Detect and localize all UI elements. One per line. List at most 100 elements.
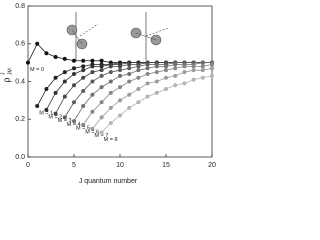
data-point — [72, 119, 76, 124]
data-point — [164, 75, 168, 80]
data-point — [118, 64, 122, 69]
data-point — [99, 73, 104, 78]
data-point — [108, 64, 113, 69]
data-point — [191, 77, 196, 82]
data-point — [53, 75, 58, 80]
series-label: M = 1 — [39, 110, 53, 116]
data-point — [81, 64, 86, 69]
data-point — [72, 83, 76, 88]
data-point — [127, 71, 132, 76]
data-point — [44, 107, 49, 112]
data-point — [154, 64, 159, 69]
data-point — [127, 79, 132, 84]
data-point — [154, 70, 159, 75]
data-point — [62, 94, 67, 99]
data-point — [62, 70, 67, 75]
data-point — [200, 60, 205, 65]
molecule-inset — [66, 12, 169, 60]
x-axis-label: J quantum number — [79, 178, 138, 185]
data-point — [164, 87, 168, 92]
series-label: M = 8 — [104, 137, 118, 143]
data-point — [127, 92, 132, 97]
data-point — [62, 115, 67, 120]
data-point — [108, 121, 113, 126]
series-label: M = 5 — [76, 126, 90, 132]
data-point — [191, 68, 196, 73]
data-point — [191, 64, 196, 69]
data-point — [53, 90, 58, 95]
y-tick-label: 0.2 — [15, 116, 25, 123]
data-point — [145, 66, 150, 71]
data-point — [108, 105, 113, 110]
data-point — [35, 41, 40, 46]
data-point — [173, 66, 178, 71]
series-label: M = 6 — [85, 129, 99, 135]
data-point — [81, 75, 86, 80]
data-point — [182, 81, 187, 86]
data-point — [72, 71, 76, 76]
data-point — [200, 75, 205, 80]
data-point — [200, 64, 205, 69]
data-point — [136, 87, 141, 92]
x-tick-label: 15 — [162, 162, 170, 169]
series-label: M = 7 — [94, 133, 108, 139]
series-line — [73, 62, 212, 122]
data-point — [210, 66, 214, 71]
x-tick-label: 10 — [116, 162, 124, 169]
data-point — [90, 109, 95, 114]
data-point — [90, 58, 95, 63]
y-tick-label: 0.8 — [15, 3, 25, 10]
data-point — [164, 64, 168, 69]
data-point — [136, 75, 141, 80]
data-point — [127, 66, 132, 71]
data-point — [53, 54, 58, 59]
data-point — [99, 130, 104, 135]
data-point — [81, 68, 86, 73]
data-point — [72, 100, 76, 105]
data-point — [173, 73, 178, 78]
data-point — [145, 71, 150, 76]
data-point — [210, 73, 214, 78]
data-point — [182, 70, 187, 75]
data-point — [145, 94, 150, 99]
data-point — [145, 62, 150, 67]
series-line — [101, 75, 213, 133]
data-point — [62, 56, 67, 61]
series-line — [55, 62, 212, 114]
data-point — [99, 85, 104, 90]
data-point — [72, 58, 76, 63]
data-point — [35, 104, 40, 109]
data-point — [81, 88, 86, 93]
data-point — [164, 68, 168, 73]
series-label: M = 3 — [58, 118, 72, 124]
x-tick-label: 5 — [72, 162, 76, 169]
data-point — [90, 126, 95, 131]
data-point — [118, 68, 122, 73]
data-point — [136, 68, 141, 73]
data-point — [118, 85, 122, 90]
data-point — [90, 70, 95, 75]
chart: J quantum number ρ J JM 0.0 0.2 0.4 0.6 0.8 0… — [0, 3, 216, 185]
data-point — [127, 105, 132, 110]
data-point — [200, 68, 205, 73]
data-point — [173, 83, 178, 88]
data-point — [127, 62, 132, 67]
y-tick-label: 0.6 — [15, 41, 25, 48]
data-point — [26, 60, 30, 65]
data-point — [154, 79, 159, 84]
data-point — [99, 100, 104, 105]
data-point — [118, 113, 122, 118]
y-axis-label-main: ρ — [1, 77, 11, 82]
y-axis-label-sup: J — [0, 72, 6, 75]
y-tick-label: 0.0 — [15, 154, 25, 161]
series-line — [92, 67, 213, 129]
x-tick-label: 0 — [26, 162, 30, 169]
data-point — [99, 58, 104, 63]
data-point — [81, 122, 86, 127]
data-point — [118, 73, 122, 78]
data-point — [44, 87, 49, 92]
series-label: M = 4 — [67, 122, 81, 128]
data-point — [81, 104, 86, 109]
series-label: M = 2 — [48, 114, 62, 120]
data-point — [108, 90, 113, 95]
